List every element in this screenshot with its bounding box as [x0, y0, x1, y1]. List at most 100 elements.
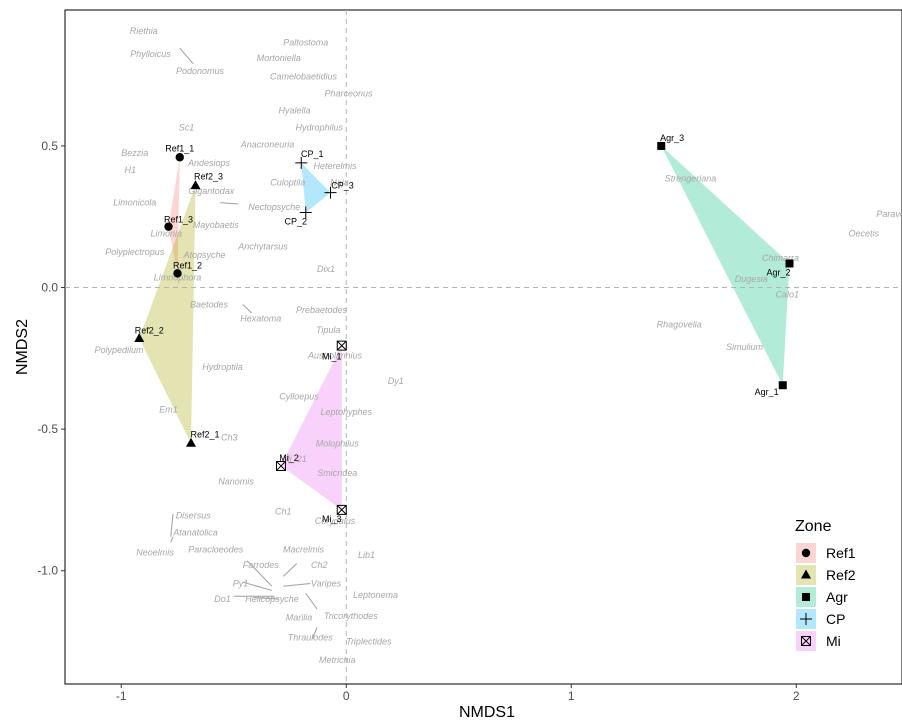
- taxon-label: Macrelmis: [283, 545, 325, 555]
- axes-layer: -1 0 1 2 0.5 0.0 -0.5 -1.0: [37, 139, 800, 703]
- taxon-label: Heterelmis: [313, 161, 357, 171]
- taxon-label: Hydrophilus: [296, 123, 344, 133]
- y-axis-title: NMDS2: [14, 319, 31, 375]
- site-label-agr-1: Agr_1: [755, 387, 779, 397]
- legend-marker-ref1: [801, 548, 811, 558]
- taxon-label: Atanatolica: [172, 528, 218, 538]
- taxon-leader-line: [283, 582, 311, 587]
- point-agr-3: [657, 141, 666, 150]
- taxon-label: Phylloicus: [130, 49, 171, 59]
- taxon-label: Ch1: [275, 506, 292, 516]
- taxon-label: Paracloeodes: [188, 545, 244, 555]
- taxon-label: Sc1: [179, 123, 195, 133]
- plot-panel: [64, 9, 902, 685]
- legend-label-agr: Agr: [826, 589, 848, 605]
- taxon-label: Oecetis: [848, 229, 879, 239]
- taxon-leader-line: [242, 581, 273, 592]
- taxon-label: Nectopsyche: [248, 202, 300, 212]
- point-mi-1: [336, 340, 347, 351]
- taxon-label: Dugesia: [735, 274, 768, 284]
- taxon-label: Smicridea: [317, 468, 357, 478]
- taxon-leader-line: [312, 627, 318, 639]
- taxon-label: Pharceonus: [324, 89, 373, 99]
- taxon-label: Corydalus: [315, 516, 356, 526]
- taxon-label: Rhagovelia: [657, 319, 702, 329]
- taxon-label: Calo1: [775, 290, 799, 300]
- taxon-label: Anacroneuria: [240, 140, 295, 150]
- legend-marker-mi: [801, 636, 811, 646]
- site-label-mi-3: Mi_3: [322, 514, 342, 524]
- taxon-label: Ch3: [221, 433, 238, 443]
- taxon-leader-line: [242, 304, 253, 314]
- hull-ref2: [139, 185, 196, 444]
- legend-label-cp: CP: [826, 611, 845, 627]
- point-cp-2: [299, 206, 312, 219]
- point-cp-1: [295, 156, 308, 169]
- taxon-label: Tricorythodes: [324, 611, 378, 621]
- y-tick-label: -1.0: [37, 564, 58, 578]
- taxon-label: Camelobaetidius: [270, 72, 338, 82]
- legend-marker-ref2: [801, 569, 811, 579]
- taxon-leader-line: [253, 597, 279, 600]
- site-label-cp-3: CP_3: [331, 181, 354, 191]
- taxon-label: Em1: [159, 404, 178, 414]
- y-tick-label: 0.5: [41, 139, 58, 153]
- taxon-label: Py1: [233, 579, 249, 589]
- site-label-ref2-1: Ref2_1: [190, 429, 219, 439]
- taxon-label: Leptohyphes: [321, 407, 373, 417]
- taxon-label: Mayobaetis: [193, 220, 240, 230]
- taxon-label: Nanomis: [218, 477, 254, 487]
- y-tick-label: 0.0: [41, 281, 58, 295]
- site-label-ref2-2: Ref2_2: [135, 326, 164, 336]
- legend-label-ref1: Ref1: [826, 545, 856, 561]
- taxon-label: Cylloepus: [279, 392, 319, 402]
- x-tick-label: -1: [116, 689, 127, 703]
- site-label-agr-2: Agr_2: [766, 268, 790, 278]
- y-tick-label: -0.5: [37, 422, 58, 436]
- hull-agr: [661, 145, 790, 386]
- taxon-label: Leptonema: [353, 590, 398, 600]
- taxon-label: Limonicola: [113, 198, 156, 208]
- taxon-label: Riethia: [130, 26, 158, 36]
- taxon-label: Thraulodes: [288, 632, 334, 642]
- point-cp-3: [324, 186, 337, 199]
- point-ref1-3: [164, 222, 173, 231]
- taxon-label: H1: [125, 165, 137, 175]
- taxon-leader-line: [220, 202, 239, 205]
- point-agr-1: [778, 381, 787, 390]
- taxon-label: Podonomus: [176, 66, 225, 76]
- taxon-label: Do1: [214, 594, 231, 604]
- point-ref2-3: [190, 180, 201, 190]
- x-tick-label: 2: [793, 689, 800, 703]
- point-ref2-2: [134, 333, 145, 343]
- hull-ref1: [168, 157, 180, 274]
- point-ref2-1: [186, 437, 196, 447]
- taxon-leader-line: [179, 47, 194, 65]
- site-label-mi-2: Mi_2: [279, 453, 299, 463]
- point-agr-2: [785, 259, 794, 268]
- x-axis-title: NMDS1: [459, 704, 515, 721]
- site-label-agr-3: Agr_3: [660, 133, 684, 143]
- hull-cp: [301, 162, 331, 213]
- hull-mi: [281, 345, 342, 510]
- point-mi-3: [336, 504, 347, 515]
- legend: Zone Ref1 Ref2 Agr CP Mi: [795, 518, 856, 651]
- taxa-layer: Riethia Phylloicus Podonomus Paltostoma Mort…: [94, 26, 902, 665]
- taxon-label: Naja: [330, 178, 349, 188]
- taxon-label: Polypedilum: [94, 345, 144, 355]
- taxon-label: Hydroptila: [202, 362, 243, 372]
- site-label-ref2-3: Ref2_3: [194, 172, 223, 182]
- hull-layer: [139, 145, 790, 510]
- site-label-mi-1: Mi_1: [322, 352, 342, 362]
- taxon-label: Marilia: [286, 612, 313, 622]
- point-ref1-2: [173, 269, 182, 278]
- taxon-label: Atopsyche: [182, 250, 225, 260]
- taxon-label: Culoptila: [270, 178, 305, 188]
- site-label-ref1-3: Ref1_3: [164, 215, 193, 225]
- taxon-label: Gigantodax: [188, 186, 235, 196]
- x-tick-label: 0: [343, 689, 350, 703]
- point-mi-2: [276, 460, 286, 471]
- taxon-label: Neoelmis: [136, 547, 174, 557]
- taxon-label: Metrichia: [319, 655, 356, 665]
